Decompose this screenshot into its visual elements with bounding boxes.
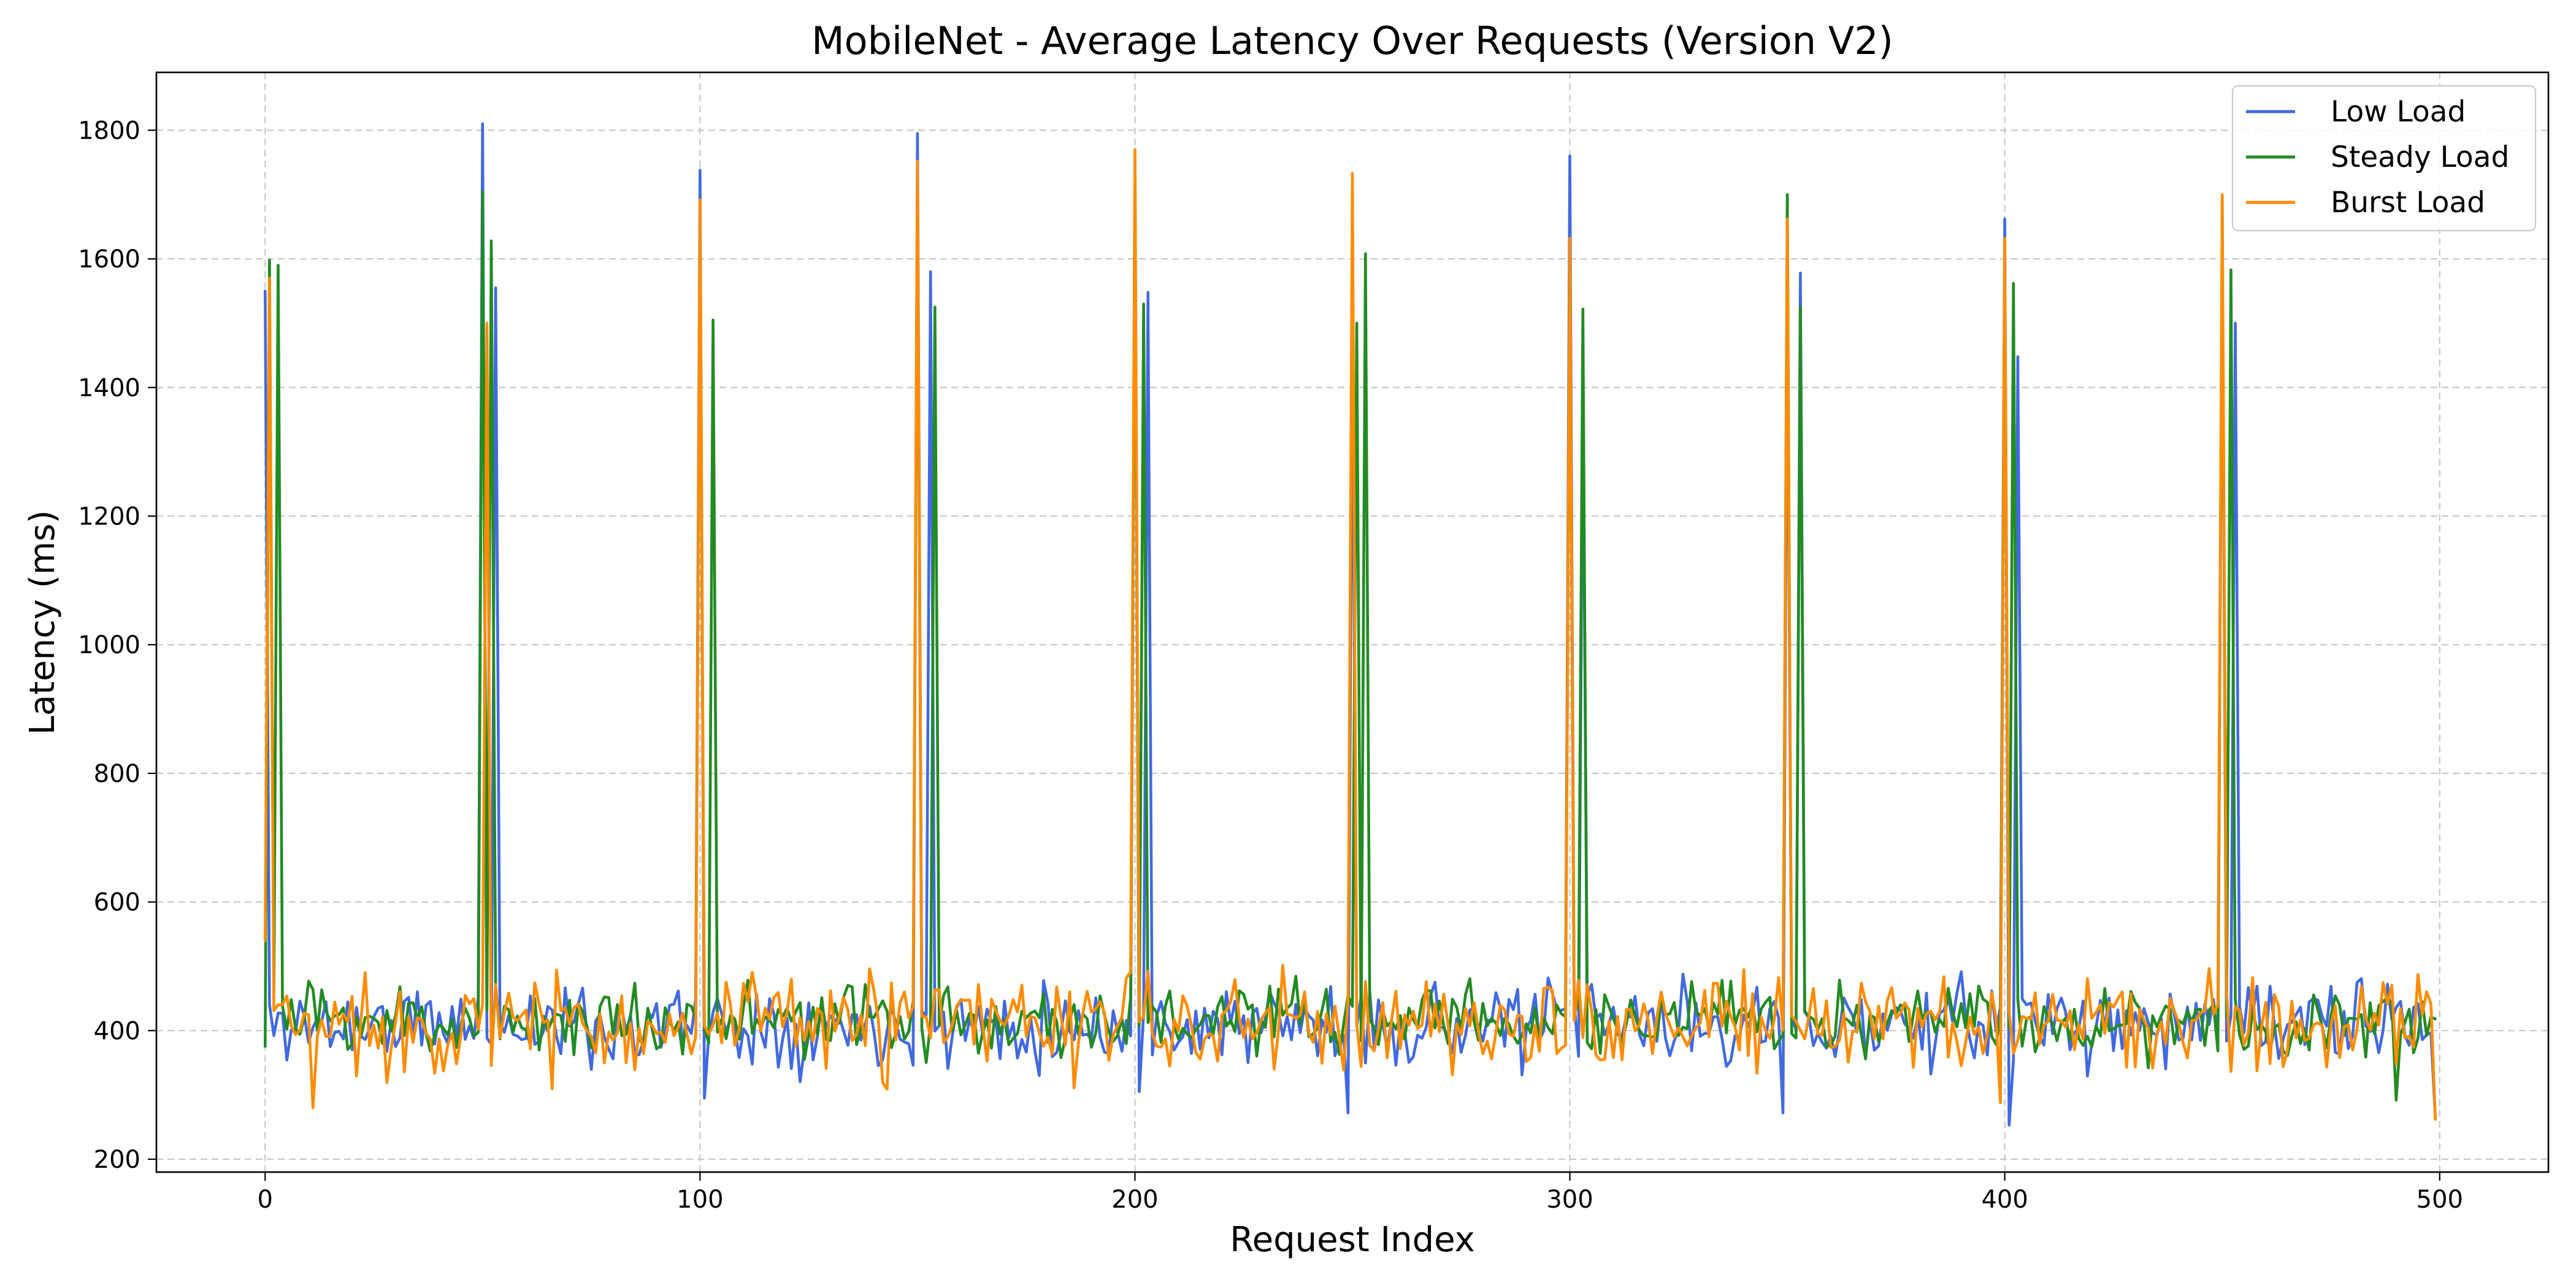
- chart-title: MobileNet - Average Latency Over Request…: [811, 18, 1893, 63]
- x-tick-label: 0: [258, 1186, 273, 1214]
- y-tick-label: 800: [94, 760, 140, 788]
- y-tick-label: 400: [94, 1017, 140, 1045]
- x-tick-label: 300: [1546, 1186, 1593, 1214]
- series-line-steady-load: [264, 190, 2437, 1102]
- plot-frame: [155, 71, 2550, 1173]
- legend-box: [2231, 85, 2537, 232]
- x-tick-label: 400: [1981, 1186, 2028, 1214]
- y-tick-label: 1800: [78, 117, 140, 145]
- y-axis-title: Latency (ms): [23, 510, 63, 735]
- y-tick-label: 200: [94, 1146, 140, 1174]
- x-axis-title: Request Index: [1230, 1220, 1474, 1260]
- legend-label-low-load: Low Load: [2331, 95, 2466, 129]
- legend: Low Load Steady Load Burst Load: [2231, 85, 2537, 232]
- tick-layer: 0 100 200 300 400 500 200 400 600 800 1000 1200 1400…: [78, 117, 2463, 1214]
- legend-label-burst-load: Burst Load: [2331, 186, 2485, 220]
- x-tick-label: 200: [1111, 1186, 1158, 1214]
- y-tick-label: 1400: [78, 374, 140, 402]
- series-line-burst-load: [264, 148, 2437, 1121]
- y-tick-label: 1200: [78, 502, 140, 531]
- x-tick-label: 100: [677, 1186, 723, 1214]
- legend-label-steady-load: Steady Load: [2331, 140, 2509, 174]
- y-tick-label: 1600: [78, 245, 140, 274]
- series-layer: [264, 122, 2437, 1127]
- y-tick-label: 600: [94, 889, 140, 917]
- y-tick-label: 1000: [78, 631, 140, 659]
- x-tick-label: 500: [2417, 1186, 2463, 1214]
